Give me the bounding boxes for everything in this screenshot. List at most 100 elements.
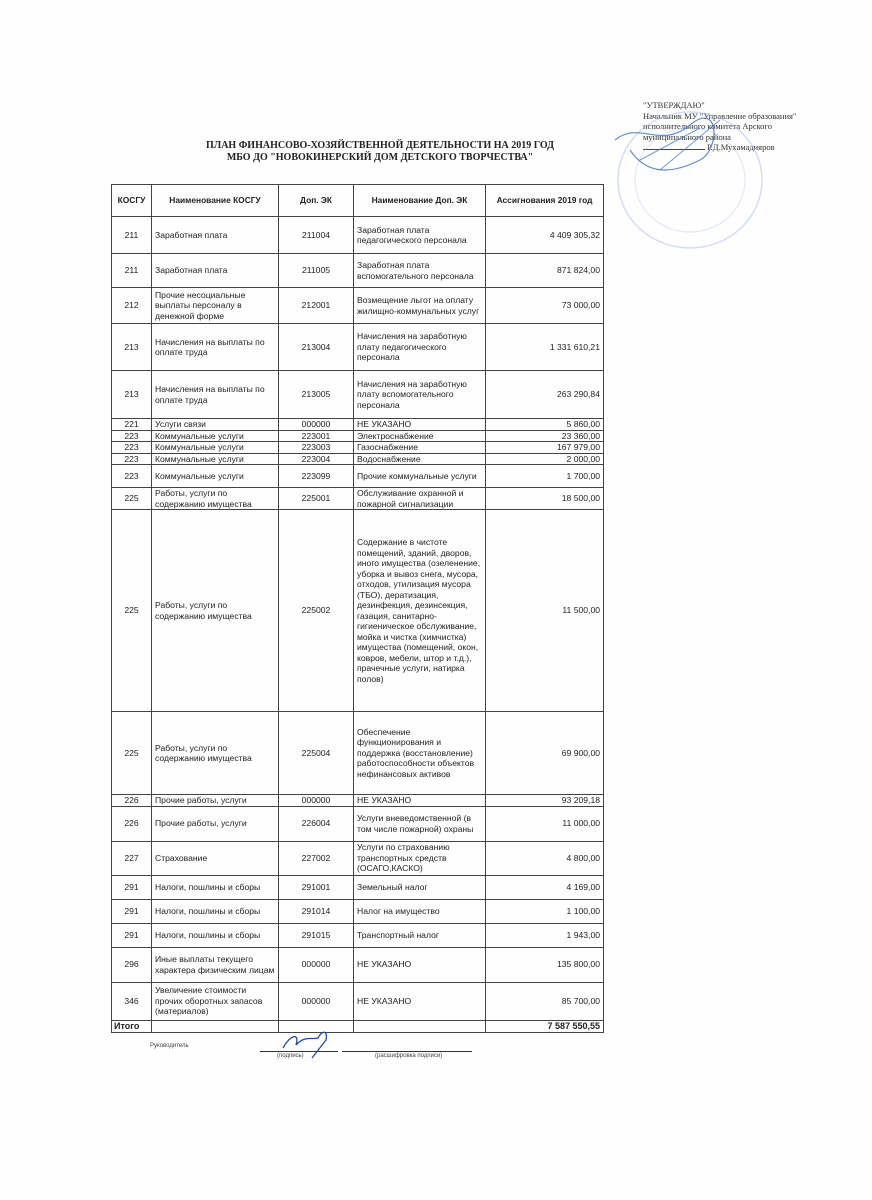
table-cell: 85 700,00 — [485, 981, 604, 1021]
total-value: 7 587 550,55 — [485, 1019, 604, 1033]
table-cell: 11 000,00 — [485, 805, 604, 842]
table-cell: 1 331 610,21 — [485, 323, 604, 371]
table-cell: Возмещение льгот на оплату жилищно-комму… — [353, 287, 486, 324]
approval-heading: "УТВЕРЖДАЮ" — [643, 100, 705, 110]
table-cell: 225002 — [278, 509, 354, 712]
table-row: 226 Прочие работы, услуги 226004 Услуги вне… — [111, 805, 604, 842]
table-cell: Начисления на выплаты по оплате труда — [151, 323, 279, 371]
table-cell: 213 — [111, 323, 152, 371]
table-cell: 223003 — [278, 441, 354, 454]
signature-line — [260, 1051, 338, 1052]
table-cell: НЕ УКАЗАНО — [353, 981, 486, 1021]
column-header: Наименование КОСГУ — [151, 184, 279, 217]
table-cell: 4 800,00 — [485, 840, 604, 876]
table-cell: Начисления на заработную плату педагогич… — [353, 323, 486, 371]
table-row: 291 Налоги, пошлины и сборы 291015 Транспор… — [111, 922, 604, 948]
table-cell: Увеличение стоимости прочих оборотных за… — [151, 981, 279, 1021]
table-cell: Прочие коммунальные услуги — [353, 464, 486, 488]
table-row: 211 Заработная плата 211004 Заработная плат… — [111, 216, 604, 254]
table-cell: 211004 — [278, 216, 354, 254]
decoding-caption: (расшифровка подписи) — [375, 1053, 443, 1059]
table-cell: 167 979,00 — [485, 441, 604, 454]
table-cell: Газоснабжение — [353, 441, 486, 454]
table-cell: 225 — [111, 487, 152, 510]
total-row: Итого 7 587 550,55 — [111, 1019, 604, 1033]
table-row: 213 Начисления на выплаты по оплате труда… — [111, 323, 604, 371]
table-cell: Коммунальные услуги — [151, 452, 279, 465]
table-cell: 291 — [111, 922, 152, 948]
table-cell: 213005 — [278, 370, 354, 419]
table-cell: 225 — [111, 711, 152, 795]
table-cell: Начисления на выплаты по оплате труда — [151, 370, 279, 419]
table-cell: 93 209,18 — [485, 794, 604, 807]
column-header: Доп. ЭК — [278, 184, 354, 217]
table-cell: 212 — [111, 287, 152, 324]
table-cell: Налог на имущество — [353, 898, 486, 924]
table-cell: 263 290,84 — [485, 370, 604, 419]
table-cell: Иные выплаты текущего характера физическ… — [151, 946, 279, 983]
table-cell: 291015 — [278, 922, 354, 948]
table-cell: 135 800,00 — [485, 946, 604, 983]
finance-plan-table: КОСГУ Наименование КОСГУ Доп. ЭК Наименован… — [111, 184, 604, 1033]
table-cell: 000000 — [278, 946, 354, 983]
table-cell: Налоги, пошлины и сборы — [151, 922, 279, 948]
table-row: 225 Работы, услуги по содержанию имуществ… — [111, 711, 604, 795]
table-cell: 225001 — [278, 487, 354, 510]
table-cell: 11 500,00 — [485, 509, 604, 712]
table-cell: 211 — [111, 216, 152, 254]
table-cell: 18 500,00 — [485, 487, 604, 510]
footer-role: Руководитель — [150, 1043, 189, 1049]
empty-cell — [278, 1019, 354, 1033]
table-cell: 4 169,00 — [485, 874, 604, 900]
table-cell: Электроснабжение — [353, 429, 486, 442]
table-row: 225 Работы, услуги по содержанию имуществ… — [111, 509, 604, 712]
document-title: ПЛАН ФИНАНСОВО-ХОЗЯЙСТВЕННОЙ ДЕЯТЕЛЬНОСТ… — [150, 140, 610, 164]
approval-signer: Р.Д.Мухамадияров — [707, 142, 775, 152]
table-cell: Транспортный налог — [353, 922, 486, 948]
table-cell: Водоснабжение — [353, 452, 486, 465]
table-cell: Услуги связи — [151, 418, 279, 431]
table-cell: 213 — [111, 370, 152, 419]
table-cell: 69 900,00 — [485, 711, 604, 795]
table-cell: 5 860,00 — [485, 418, 604, 431]
table-row: 223 Коммунальные услуги 223004 Водоснабжени… — [111, 452, 604, 465]
approval-signer-row: Р.Д.Мухамадияров — [643, 142, 796, 153]
table-cell: 4 409 305,32 — [485, 216, 604, 254]
table-cell: Работы, услуги по содержанию имущества — [151, 509, 279, 712]
table-row: 291 Налоги, пошлины и сборы 291001 Земельны… — [111, 874, 604, 900]
table-cell: Коммунальные услуги — [151, 429, 279, 442]
table-cell: 221 — [111, 418, 152, 431]
table-cell: 000000 — [278, 418, 354, 431]
table-cell: 223 — [111, 441, 152, 454]
table-cell: Заработная плата вспомогательного персон… — [353, 253, 486, 288]
table-cell: Обеспечение функционирования и поддержка… — [353, 711, 486, 795]
table-row: 225 Работы, услуги по содержанию имуществ… — [111, 487, 604, 510]
table-cell: 73 000,00 — [485, 287, 604, 324]
table-cell: 291014 — [278, 898, 354, 924]
table-cell: 291 — [111, 898, 152, 924]
approval-line: Начальник МУ "Управление образования" — [643, 110, 797, 121]
table-cell: Прочие несоциальные выплаты персоналу в … — [151, 287, 279, 324]
table-cell: Обслуживание охранной и пожарной сигнали… — [353, 487, 486, 510]
table-cell: 223004 — [278, 452, 354, 465]
approval-line: муниципального района — [643, 131, 731, 142]
table-cell: 212001 — [278, 287, 354, 324]
table-cell: 226004 — [278, 805, 354, 842]
table-cell: 000000 — [278, 981, 354, 1021]
table-cell: 871 824,00 — [485, 253, 604, 288]
table-header: КОСГУ Наименование КОСГУ Доп. ЭК Наименован… — [111, 184, 604, 217]
table-row: 223 Коммунальные услуги 223099 Прочие комму… — [111, 464, 604, 488]
table-cell: 227 — [111, 840, 152, 876]
table-cell: 223001 — [278, 429, 354, 442]
table-cell: Содержание в чистоте помещений, зданий, … — [353, 509, 486, 712]
table-cell: Работы, услуги по содержанию имущества — [151, 487, 279, 510]
table-cell: Страхование — [151, 840, 279, 876]
table-row: 226 Прочие работы, услуги 000000 НЕ УКАЗАНО… — [111, 794, 604, 807]
total-label: Итого — [111, 1019, 152, 1033]
table-cell: 211005 — [278, 253, 354, 288]
decoding-line — [342, 1051, 472, 1052]
table-cell: НЕ УКАЗАНО — [353, 946, 486, 983]
table-cell: Заработная плата — [151, 216, 279, 254]
table-row: 223 Коммунальные услуги 223001 Электроснабж… — [111, 429, 604, 442]
table-row: 346 Увеличение стоимости прочих оборотных… — [111, 981, 604, 1021]
